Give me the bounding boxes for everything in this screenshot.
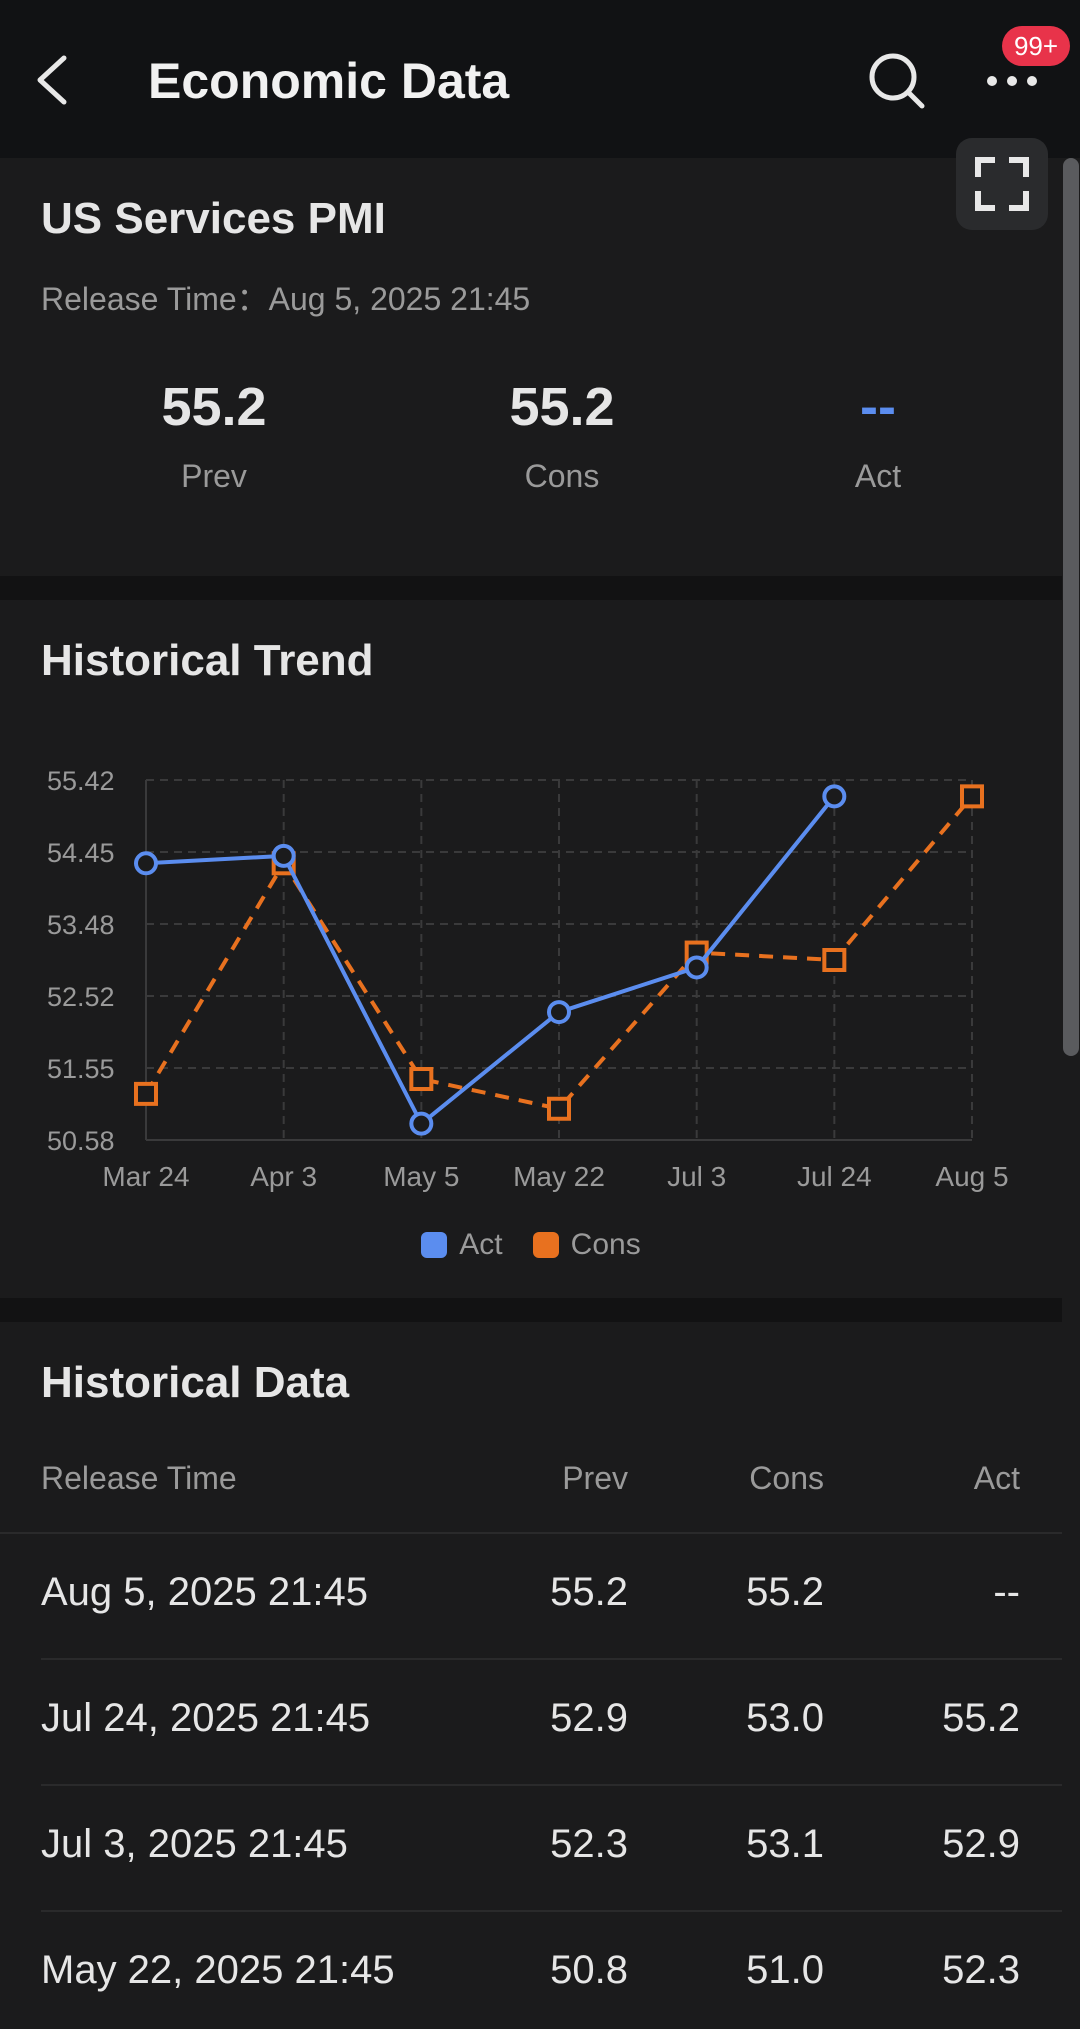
column-header-cons: Cons — [749, 1460, 824, 1496]
legend-swatch-act — [421, 1232, 448, 1258]
x-tick-label: May 22 — [513, 1161, 605, 1192]
table-row[interactable]: Jul 24, 2025 21:45 52.9 53.0 55.2 — [0, 1658, 1062, 1784]
section-divider — [0, 576, 1062, 600]
data-point-cons[interactable] — [409, 1067, 434, 1092]
release-time-line: Release Time：Aug 5, 2025 21:45 — [41, 274, 530, 320]
column-header-prev: Prev — [562, 1460, 628, 1496]
cell-cons: 53.0 — [746, 1696, 824, 1740]
historical-trend-chart: 55.42 54.45 53.48 52.52 51.55 50.58 Mar 24 Apr … — [47, 766, 1009, 1192]
data-point-act[interactable] — [134, 851, 158, 876]
x-tick-label: Aug 5 — [935, 1161, 1008, 1192]
cell-prev: 52.3 — [550, 1822, 628, 1866]
stat-act-value: -- — [860, 377, 896, 437]
cell-act: -- — [993, 1570, 1020, 1614]
stat-prev: 55.2 Prev — [84, 376, 344, 495]
legend-item-act[interactable]: Act — [421, 1228, 503, 1262]
section-divider — [0, 1298, 1062, 1322]
cell-prev: 52.9 — [550, 1696, 628, 1740]
data-point-cons[interactable] — [822, 948, 847, 972]
cell-prev: 50.8 — [550, 1948, 628, 1992]
x-tick-label: May 5 — [383, 1161, 459, 1192]
trend-title: Historical Trend — [41, 636, 374, 685]
x-tick-label: Jul 3 — [667, 1161, 726, 1192]
table-row[interactable]: Aug 5, 2025 21:45 55.2 55.2 -- — [0, 1532, 1062, 1658]
chart-legend: Act Cons — [0, 1228, 1062, 1262]
column-header-act: Act — [973, 1460, 1020, 1496]
cell-release-time: May 22, 2025 21:45 — [41, 1948, 395, 1992]
table-row[interactable]: May 22, 2025 21:45 50.8 51.0 52.3 — [0, 1910, 1062, 2029]
data-point-cons[interactable] — [547, 1096, 571, 1121]
cell-cons: 55.2 — [746, 1570, 824, 1614]
release-time-value: Aug 5, 2025 21:45 — [268, 281, 531, 317]
notification-badge: 99+ — [1002, 26, 1070, 66]
legend-item-cons[interactable]: Cons — [532, 1228, 641, 1262]
column-header-release-time: Release Time — [41, 1460, 237, 1496]
indicator-name: US Services PMI — [41, 194, 386, 243]
stat-act: -- Act — [748, 376, 1008, 495]
cell-release-time: Aug 5, 2025 21:45 — [41, 1570, 368, 1614]
search-button[interactable] — [866, 50, 928, 112]
summary-card: US Services PMI Release Time：Aug 5, 2025… — [0, 158, 1062, 576]
data-point-act[interactable] — [409, 1111, 434, 1136]
y-tick-label: 55.42 — [47, 766, 115, 796]
x-tick-label: Apr 3 — [250, 1161, 317, 1192]
stat-cons-value: 55.2 — [509, 377, 615, 437]
search-icon — [869, 53, 925, 109]
fullscreen-button[interactable] — [956, 138, 1048, 230]
cell-release-time: Jul 24, 2025 21:45 — [41, 1696, 371, 1740]
history-title: Historical Data — [41, 1358, 350, 1407]
y-tick-label: 54.45 — [47, 838, 115, 868]
stat-cons: 55.2 Cons — [432, 376, 692, 495]
x-tick-label: Mar 24 — [102, 1161, 189, 1192]
chevron-left-icon — [37, 55, 67, 105]
scrollbar-thumb[interactable] — [1063, 158, 1079, 1056]
table-row[interactable]: Jul 3, 2025 21:45 52.3 53.1 52.9 — [0, 1784, 1062, 1910]
data-point-act[interactable] — [684, 955, 709, 980]
legend-label-cons: Cons — [570, 1228, 641, 1261]
y-tick-label: 50.58 — [47, 1126, 115, 1156]
row-divider — [41, 1784, 1062, 1786]
trend-card: Historical Trend — [0, 600, 1062, 1298]
top-bar: Economic Data 99+ — [0, 0, 1080, 158]
stat-prev-label: Prev — [181, 458, 247, 494]
cell-act: 52.3 — [942, 1948, 1020, 1992]
data-point-act[interactable] — [547, 1000, 571, 1025]
cell-cons: 53.1 — [746, 1822, 824, 1866]
page-title: Economic Data — [148, 53, 510, 109]
cell-act: 52.9 — [942, 1822, 1020, 1866]
stat-act-label: Act — [854, 458, 902, 494]
cell-cons: 51.0 — [746, 1948, 824, 1992]
release-time-label: Release Time： — [41, 281, 269, 317]
row-divider — [41, 1658, 1062, 1660]
data-point-cons[interactable] — [960, 784, 984, 809]
data-point-act[interactable] — [822, 784, 847, 809]
row-divider — [0, 1532, 1062, 1534]
series-line-act — [145, 795, 836, 1126]
back-button[interactable] — [28, 50, 78, 110]
x-tick-label: Jul 24 — [797, 1161, 872, 1192]
y-tick-label: 51.55 — [47, 1054, 115, 1084]
fullscreen-icon — [975, 157, 1029, 211]
more-button[interactable] — [982, 66, 1042, 96]
stat-cons-label: Cons — [524, 458, 600, 494]
y-tick-label: 52.52 — [47, 982, 115, 1012]
stat-prev-value: 55.2 — [161, 377, 267, 437]
cell-release-time: Jul 3, 2025 21:45 — [41, 1822, 348, 1866]
cell-prev: 55.2 — [550, 1570, 628, 1614]
more-dots-icon — [987, 76, 1037, 86]
row-divider — [41, 1910, 1062, 1912]
data-point-cons[interactable] — [134, 1081, 158, 1106]
cell-act: 55.2 — [942, 1696, 1020, 1740]
y-tick-label: 53.48 — [47, 910, 115, 940]
legend-label-act: Act — [459, 1228, 503, 1261]
data-point-act[interactable] — [271, 843, 296, 868]
legend-swatch-cons — [532, 1232, 559, 1258]
